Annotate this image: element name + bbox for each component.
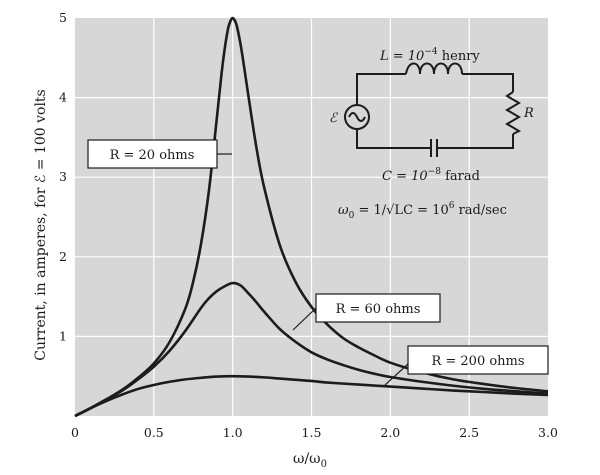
series-line-1 [74, 281, 549, 418]
capacitance-label: C = 10−8 farad [382, 167, 480, 184]
callout-r200-box [407, 345, 549, 375]
series-line-2 [74, 374, 549, 418]
inductance-exponent: −4 [424, 47, 438, 57]
x-tick-label: 1.5 [302, 425, 322, 440]
ac-source-symbol [344, 104, 370, 130]
callout-r20: R = 20 ohms [87, 139, 232, 169]
circuit-wire-bottom-left [356, 128, 431, 149]
ac-source-wave [348, 112, 366, 122]
callout-r200: R = 200 ohms [384, 345, 549, 386]
grid-lines [75, 18, 548, 416]
y-tick-label: 5 [59, 10, 67, 25]
curve-layer [74, 16, 549, 418]
inductor-symbol [405, 62, 463, 75]
callout-r200-label: R = 200 ohms [431, 354, 524, 369]
y-tick-label: 4 [59, 90, 67, 105]
x-tick-label: 0.5 [144, 425, 164, 440]
capacitance-unit: farad [441, 169, 480, 184]
resonant-frequency-exponent: 6 [449, 201, 455, 211]
circuit-wire-bottom-right [437, 134, 514, 149]
circuit-wire-top-left [356, 73, 406, 105]
inductance-label: L = 10−4 henry [379, 47, 480, 64]
tick-labels: 0 0.5 1.0 1.5 2.0 2.5 3.0 1 2 3 4 5 [59, 10, 558, 440]
resonant-frequency-formula: = 1/√LC = 10 [354, 203, 448, 218]
resonant-frequency-label: ω0 = 1/√LC = 106 rad/sec [338, 201, 507, 221]
resonant-frequency-subscript: 0 [349, 211, 355, 221]
x-axis-title: ω/ω0 [293, 451, 327, 470]
callout-r20-label: R = 20 ohms [110, 148, 195, 163]
y-tick-label: 2 [59, 249, 67, 264]
y-tick-label: 1 [59, 328, 67, 343]
resonant-frequency-unit: rad/sec [454, 203, 506, 218]
x-tick-label: 2.0 [380, 425, 400, 440]
resistance-label: R [523, 106, 534, 121]
resistor-symbol [505, 91, 522, 135]
x-tick-label: 0 [71, 425, 79, 440]
callout-r200-leader [384, 363, 409, 386]
x-tick-label: 3.0 [538, 425, 558, 440]
inductance-unit: henry [438, 49, 481, 64]
x-tick-label: 1.0 [223, 425, 243, 440]
callout-r20-box [87, 139, 218, 169]
callout-r60-label: R = 60 ohms [336, 302, 421, 317]
circuit-diagram: L = 10−4 henry R ℰ C = 10−8 farad ω0 = 1… [329, 47, 534, 221]
x-tick-label: 2.5 [459, 425, 479, 440]
y-tick-label: 3 [59, 169, 67, 184]
circuit-wire-top-right [462, 73, 514, 92]
y-axis-title: Current, in amperes, for ℰ = 100 volts [33, 89, 49, 360]
callout-r60-leader [292, 307, 317, 331]
x-axis-title-subscript: 0 [321, 459, 327, 470]
series-line-0 [74, 16, 549, 418]
emf-label: ℰ [329, 111, 338, 126]
callout-r60: R = 60 ohms [292, 293, 441, 331]
capacitance-exponent: −8 [428, 167, 442, 177]
callout-r60-box [315, 293, 441, 323]
